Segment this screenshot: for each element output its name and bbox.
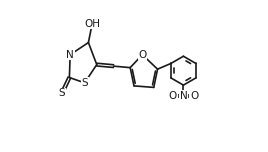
Text: S: S — [58, 88, 65, 98]
Text: N: N — [66, 50, 74, 60]
Text: O: O — [169, 91, 177, 101]
Text: S: S — [81, 78, 88, 88]
Text: O: O — [190, 91, 198, 101]
Text: OH: OH — [84, 19, 100, 29]
Text: N: N — [180, 91, 187, 101]
Text: O: O — [138, 50, 147, 60]
